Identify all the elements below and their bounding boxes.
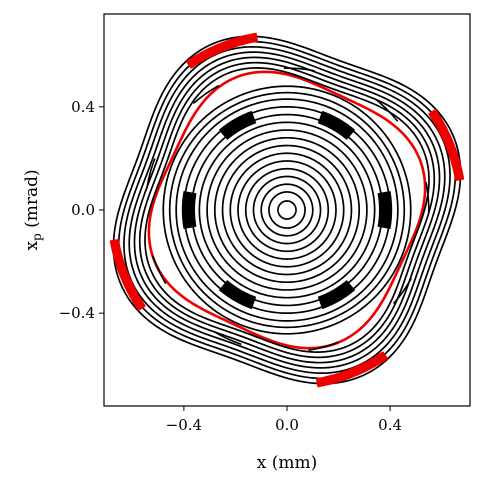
closed-orbit-0: [277, 200, 297, 220]
closed-orbit-10: [198, 121, 376, 299]
island-1-1: [317, 111, 355, 140]
island-4-4: [146, 158, 156, 189]
outer-orbit-0: [144, 67, 430, 353]
closed-orbit-5: [237, 160, 337, 260]
closed-orbit-7: [221, 144, 353, 276]
island-1-5: [317, 280, 355, 309]
island-5-0: [428, 108, 465, 182]
island-4-0: [425, 182, 430, 214]
closed-orbit-6: [229, 152, 345, 268]
y-axis-label-unit: (mrad): [22, 169, 42, 233]
x-tick-label-1: 0.0: [275, 416, 299, 434]
closed-orbit-14: [168, 91, 406, 329]
island-1-2: [219, 111, 257, 140]
island-4-8: [393, 277, 412, 304]
outer-orbit-1: [138, 61, 436, 359]
island-4-3: [193, 85, 220, 104]
closed-orbit-1: [268, 191, 306, 229]
closed-orbit-8: [213, 136, 361, 284]
orbit-curves: [109, 32, 465, 388]
island-1-0: [377, 191, 393, 229]
y-tick-label-2: 0.4: [71, 98, 95, 116]
x-tick-label-2: 0.4: [378, 416, 402, 434]
axis-ticks: −0.4 0.0 0.4 −0.4 0.0 0.4: [59, 98, 402, 434]
outer-orbit-6: [112, 35, 462, 385]
island-4-1: [375, 98, 398, 122]
island-5-3: [315, 351, 388, 388]
y-tick-label-1: 0.0: [71, 201, 95, 219]
closed-orbit-13: [175, 98, 399, 322]
closed-orbit-3: [252, 175, 322, 245]
island-5-2: [109, 238, 146, 312]
closed-orbit-9: [206, 129, 368, 291]
island-4-2: [283, 67, 315, 72]
outer-orbit-3: [128, 51, 446, 369]
x-tick-label-0: −0.4: [166, 416, 202, 434]
closed-orbit-4: [244, 167, 330, 253]
island-4-7: [308, 341, 339, 351]
closed-orbit-15: [162, 85, 412, 335]
outer-orbit-4: [123, 46, 451, 374]
island-1-4: [219, 280, 257, 309]
y-tick-label-0: −0.4: [59, 304, 95, 322]
island-5-1: [186, 32, 259, 69]
x-axis-label: x (mm): [257, 453, 318, 473]
y-axis-label-subscript: p: [30, 233, 44, 241]
closed-orbit-2: [260, 183, 314, 237]
y-axis-label-symbol: x: [22, 241, 42, 251]
outer-orbit-2: [133, 56, 441, 364]
y-axis-label: xp (mrad): [22, 169, 44, 250]
separatrix-orbit: [147, 70, 427, 350]
island-1-3: [181, 191, 197, 229]
island-4-5: [152, 255, 167, 284]
island-4-6: [213, 330, 242, 345]
